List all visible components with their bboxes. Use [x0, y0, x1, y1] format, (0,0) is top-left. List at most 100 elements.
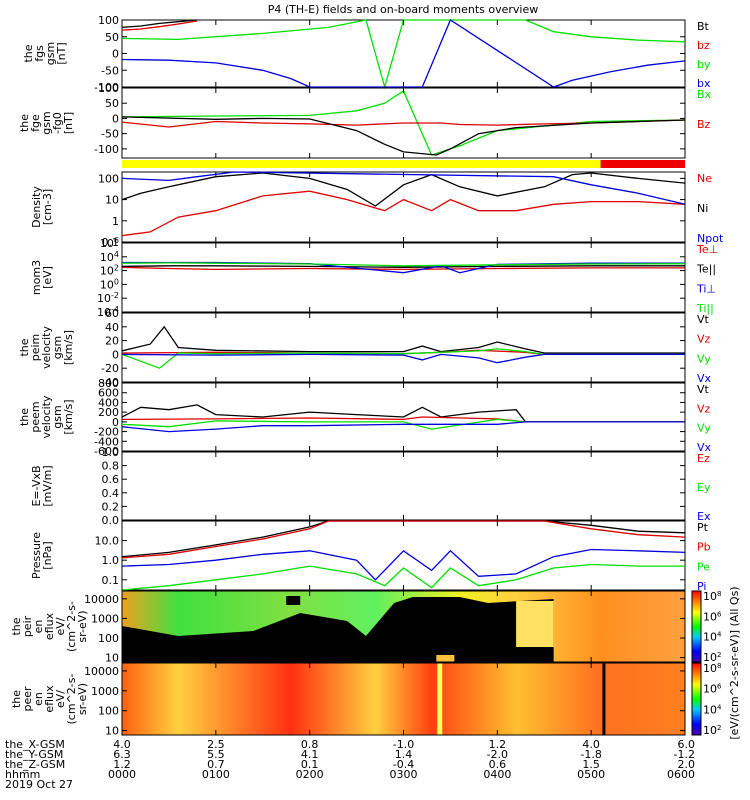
y-tick-label: 0.1	[102, 236, 120, 249]
panel-frame	[121, 242, 686, 313]
legend-entry: Pt	[697, 521, 709, 534]
colorbar-tick-label: 108	[703, 590, 721, 603]
y-tick-label: 1.0	[102, 446, 120, 459]
series-line-Pe	[121, 563, 685, 591]
y-axis-label: eflux	[43, 612, 56, 640]
x-tick-label: -1.8	[580, 748, 601, 761]
series-line-bx	[121, 19, 686, 88]
y-tick-label: 100	[98, 632, 119, 645]
series-line-Vy	[121, 418, 685, 430]
date-label: 2019 Oct 27	[5, 778, 73, 791]
x-tick-label: 1.4	[395, 748, 413, 761]
y-tick-label: 800	[98, 377, 119, 390]
series-line-Vz	[121, 416, 685, 423]
y-axis-label: mom3	[30, 260, 43, 295]
y-axis-label: E=-VxB	[30, 465, 43, 506]
y-axis-label: [km/s]	[62, 330, 75, 365]
legend-entry: Npot	[697, 232, 724, 245]
y-axis-label: the	[18, 408, 31, 426]
x-row-label: the_Y-GSM	[5, 748, 63, 761]
y-tick-label: 0	[112, 112, 119, 125]
x-row-label: the_Z-GSM	[5, 758, 65, 771]
legend-entry: Ni	[697, 202, 708, 215]
y-axis-label: sr-eV)	[76, 610, 89, 642]
legend-entry: by	[697, 58, 711, 71]
y-axis-label: (cm^2-s-	[65, 674, 78, 725]
y-tick-label: 400	[98, 396, 119, 409]
y-tick-label: 100	[98, 172, 119, 185]
series-line-Ni	[121, 172, 686, 207]
x-tick-label: 0.6	[489, 758, 507, 771]
y-tick-label: 0.2	[102, 500, 120, 513]
legend-entry: Pi	[697, 580, 706, 593]
legend-entry: Vt	[697, 383, 710, 396]
x-tick-label: 0000	[108, 768, 136, 781]
y-tick-label: 10-4	[97, 305, 119, 319]
y-tick-label: 102	[100, 264, 119, 278]
series-line-Pi	[121, 548, 686, 581]
y-tick-label: 100	[98, 82, 119, 95]
y-tick-label: 1	[112, 215, 119, 228]
x-tick-label: 5.5	[207, 748, 225, 761]
status-bar-segment	[600, 160, 685, 168]
y-tick-label: 106	[100, 236, 119, 250]
x-tick-label: 0200	[296, 768, 324, 781]
y-tick-label: 50	[105, 97, 119, 110]
x-row-label: the_X-GSM	[5, 738, 65, 751]
y-tick-label: -200	[94, 426, 119, 439]
x-tick-label: 0400	[483, 768, 511, 781]
colorbar	[691, 662, 702, 736]
y-tick-label: 0.0	[102, 514, 120, 527]
x-tick-label: -2.0	[487, 748, 508, 761]
y-axis-label: peim	[29, 334, 42, 362]
y-axis-label: [mV/m]	[41, 465, 54, 506]
legend-entry: Vt	[697, 313, 710, 326]
legend-entry: Ti⊥	[696, 282, 716, 295]
y-axis-label: (cm^2-s-	[65, 601, 78, 652]
series-line-Vy	[121, 348, 685, 369]
x-tick-label: -1.2	[674, 748, 695, 761]
legend-entry: Vy	[697, 422, 711, 435]
y-axis-label: sr-eV)	[76, 683, 89, 715]
y-axis-label: eV/	[54, 617, 67, 635]
y-tick-label: 1000	[91, 685, 119, 698]
y-tick-label: -50	[101, 128, 119, 141]
y-tick-label: 0.8	[102, 460, 120, 473]
legend-entry: Vx	[697, 441, 712, 454]
y-axis-label: gsm	[44, 42, 57, 65]
y-tick-label: 0.6	[102, 473, 120, 486]
legend-entry: Pb	[697, 541, 711, 554]
legend-entry: Te||	[696, 263, 716, 276]
series-line-Npot	[121, 171, 686, 205]
x-tick-label: 0.1	[301, 758, 319, 771]
colorbar-tick-label: 108	[703, 662, 721, 675]
y-tick-label: 100	[98, 705, 119, 718]
y-axis-label: peer	[21, 686, 34, 712]
x-tick-label: -0.4	[393, 758, 414, 771]
x-tick-label: -1.0	[393, 738, 414, 751]
y-axis-label: eflux	[43, 685, 56, 713]
x-tick-label: 6.3	[113, 748, 131, 761]
y-tick-label: 200	[98, 406, 119, 419]
series-line-Vx	[121, 421, 685, 433]
x-tick-label: 1.5	[582, 758, 600, 771]
legend-entry: Ne	[697, 172, 712, 185]
y-tick-label: 10	[105, 194, 119, 207]
x-tick-label: 4.0	[113, 738, 131, 751]
y-axis-label: eV/	[54, 690, 67, 708]
series-line-Bt	[121, 19, 198, 29]
legend-entry: Ti||	[696, 302, 714, 315]
legend-entry: Vz	[697, 402, 711, 415]
y-axis-label: [km/s]	[62, 399, 75, 434]
legend-entry: Bt	[697, 20, 710, 33]
y-axis-label: en	[32, 620, 45, 634]
spectrogram-gap	[602, 663, 606, 735]
legend-entry: Ey	[697, 481, 711, 494]
panel-frame	[121, 312, 686, 383]
y-tick-label: 10-2	[97, 291, 119, 305]
spectrogram-feature	[286, 596, 301, 605]
y-tick-label: 10000	[84, 593, 119, 606]
spectrogram-feature	[436, 655, 455, 662]
y-axis-label: gsm	[51, 405, 64, 428]
y-tick-label: -40	[101, 376, 119, 389]
